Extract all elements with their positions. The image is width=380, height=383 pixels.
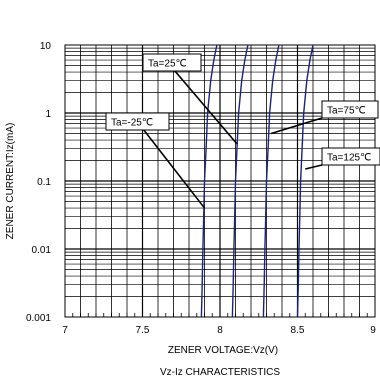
- label-ta75-leader: [270, 117, 323, 135]
- x-tick-labels: 7 7.5 8 8.5 9: [62, 325, 376, 336]
- x-tick-label: 7.5: [136, 325, 150, 336]
- label-ta-25-leader: [143, 129, 206, 209]
- plot-frame: [64, 44, 376, 318]
- y-tick-label: 0.001: [26, 313, 51, 324]
- x-axis-title: ZENER VOLTAGE:Vz(V): [168, 345, 278, 356]
- y-tick-label: 10: [40, 41, 52, 52]
- label-ta-25-box: [105, 112, 170, 131]
- series-line: [296, 44, 314, 318]
- grid: [64, 45, 376, 317]
- label-ta75-text: Ta=75℃: [327, 106, 366, 117]
- series-labels: Ta=25℃ Ta=-25℃ Ta=75℃ Ta=125℃: [105, 53, 380, 209]
- label-ta25-leader: [174, 70, 238, 145]
- label-ta125-box: [321, 147, 380, 166]
- label-ta125-leader: [305, 164, 323, 170]
- label-ta25-text: Ta=25℃: [148, 59, 187, 70]
- x-tick-label: 7: [62, 325, 68, 336]
- y-tick-label: 1: [45, 109, 51, 120]
- label-ta75-box: [321, 100, 379, 119]
- x-tick-label: 8: [217, 325, 223, 336]
- y-axis-title: ZENER CURRENT:Iz(mA): [5, 123, 16, 240]
- series-line: [200, 44, 218, 318]
- x-tick-label: 8.5: [291, 325, 305, 336]
- chart-caption: Vz-Iz CHARACTERISTICS: [160, 367, 280, 378]
- x-tick-label: 9: [370, 325, 376, 336]
- y-tick-labels: 10 1 0.1 0.01 0.001: [26, 41, 51, 324]
- series-curves: [200, 44, 314, 318]
- label-ta-25-text: Ta=-25℃: [111, 118, 153, 129]
- label-ta25-box: [142, 53, 202, 72]
- y-tick-label: 0.01: [32, 245, 52, 256]
- label-ta125-text: Ta=125℃: [327, 153, 371, 164]
- y-tick-label: 0.1: [37, 177, 51, 188]
- series-line: [262, 44, 280, 318]
- series-line: [231, 44, 249, 318]
